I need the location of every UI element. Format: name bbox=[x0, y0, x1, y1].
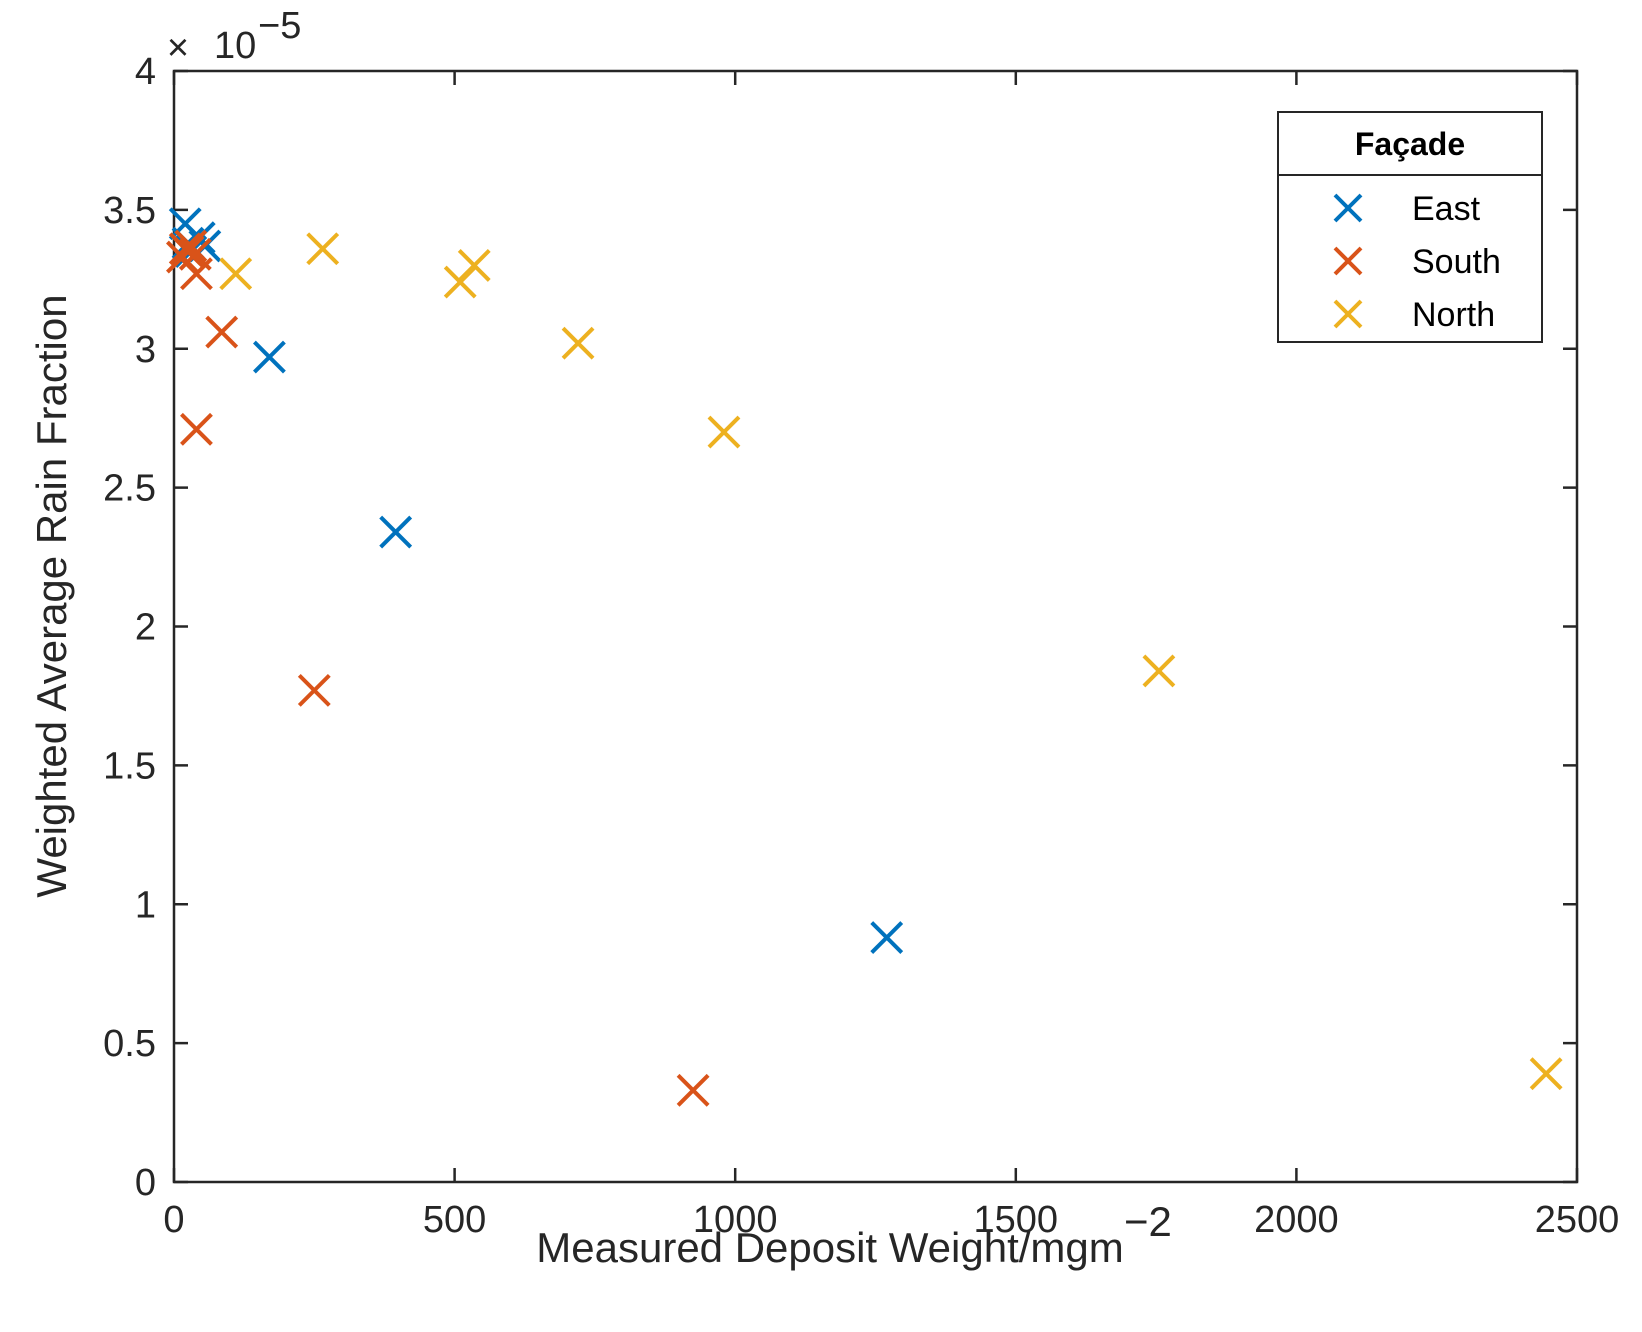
y-tick-label: 3.5 bbox=[103, 190, 156, 232]
y-axis-label: Weighted Average Rain Fraction bbox=[28, 294, 75, 897]
data-point-south bbox=[180, 257, 213, 291]
y-tick-label: 1 bbox=[135, 884, 156, 926]
data-point-south bbox=[676, 1073, 710, 1107]
data-point-south-stroke-b bbox=[180, 257, 213, 291]
data-point-north bbox=[306, 232, 340, 266]
x-axis-ticks: 0 500 1000 1500 2000 2500 bbox=[163, 71, 1619, 1241]
x-tick-label: 1500 bbox=[974, 1199, 1059, 1241]
y-exponent: × 10 −5 bbox=[167, 5, 301, 69]
y-tick-label: 2 bbox=[135, 607, 156, 649]
data-point-south-stroke-b bbox=[205, 315, 239, 349]
legend-title: Façade bbox=[1355, 126, 1465, 162]
data-point-south bbox=[297, 673, 331, 707]
x-tick-label: 0 bbox=[163, 1199, 184, 1241]
data-point-east-stroke-b bbox=[252, 340, 286, 374]
series-north bbox=[219, 232, 1563, 1091]
y-tick-label: 4 bbox=[135, 51, 156, 93]
data-point-east-stroke-b bbox=[379, 515, 413, 549]
y-exponent-base: 10 bbox=[214, 25, 256, 67]
data-point-north bbox=[1529, 1057, 1563, 1091]
legend-label-north: North bbox=[1412, 296, 1495, 334]
data-point-north-stroke-b bbox=[707, 415, 741, 449]
data-point-north-stroke-b bbox=[306, 232, 340, 266]
data-point-south-stroke-b bbox=[676, 1073, 710, 1107]
data-markers bbox=[166, 207, 1563, 1107]
y-tick-label: 2.5 bbox=[103, 468, 156, 510]
x-axis-label: Measured Deposit Weight/mgm −2 bbox=[536, 1198, 1172, 1271]
data-point-east bbox=[379, 515, 413, 549]
y-tick-label: 0.5 bbox=[103, 1023, 156, 1065]
data-point-north bbox=[219, 257, 253, 291]
data-point-east-stroke-b bbox=[870, 921, 904, 954]
data-point-north-stroke-b bbox=[1142, 654, 1176, 688]
x-tick-label: 500 bbox=[423, 1199, 486, 1241]
y-exponent-power: −5 bbox=[258, 5, 301, 47]
data-point-north bbox=[1142, 654, 1176, 688]
y-tick-label: 0 bbox=[135, 1162, 156, 1204]
data-point-south-stroke-b bbox=[297, 673, 331, 707]
data-point-north bbox=[457, 249, 491, 282]
y-tick-label: 1.5 bbox=[103, 745, 156, 787]
legend-icon-east-stroke-b bbox=[1333, 193, 1363, 223]
data-point-east bbox=[252, 340, 286, 374]
data-point-south bbox=[205, 315, 239, 349]
legend-icon-south bbox=[1333, 246, 1363, 276]
legend-box bbox=[1277, 111, 1543, 343]
data-point-south-stroke-b bbox=[180, 412, 213, 446]
legend-entries: East South North bbox=[1333, 190, 1501, 334]
data-point-south-stroke-b bbox=[174, 229, 208, 263]
x-tick-label: 2000 bbox=[1254, 1199, 1339, 1241]
y-axis-ticks: 0 0.5 1 1.5 2 2.5 3 3.5 4 bbox=[103, 51, 1577, 1204]
legend-label-east: East bbox=[1412, 190, 1481, 228]
y-tick-label: 3 bbox=[135, 329, 156, 371]
legend: Façade East South North bbox=[1277, 111, 1543, 343]
y-exponent-times: × bbox=[167, 27, 189, 69]
data-point-north bbox=[707, 415, 741, 449]
x-axis-label-superscript: −2 bbox=[1124, 1198, 1172, 1245]
data-point-north-stroke-b bbox=[1529, 1057, 1563, 1091]
legend-label-south: South bbox=[1412, 243, 1501, 281]
legend-icon-south-stroke-b bbox=[1333, 246, 1363, 276]
data-point-east bbox=[870, 921, 904, 954]
x-tick-label: 1000 bbox=[693, 1199, 778, 1241]
data-point-south bbox=[174, 229, 208, 263]
data-point-north-stroke-b bbox=[457, 249, 491, 282]
x-tick-label: 2500 bbox=[1535, 1199, 1620, 1241]
series-south bbox=[166, 229, 710, 1107]
legend-icon-east bbox=[1333, 193, 1363, 223]
legend-icon-north-stroke-b bbox=[1333, 299, 1363, 329]
data-point-north-stroke-b bbox=[219, 257, 253, 291]
data-point-north bbox=[561, 326, 595, 360]
legend-icon-north bbox=[1333, 299, 1363, 329]
data-point-north-stroke-b bbox=[561, 326, 595, 360]
data-point-south bbox=[180, 412, 213, 446]
x-axis-label-text: Measured Deposit Weight/mgm bbox=[536, 1224, 1123, 1271]
